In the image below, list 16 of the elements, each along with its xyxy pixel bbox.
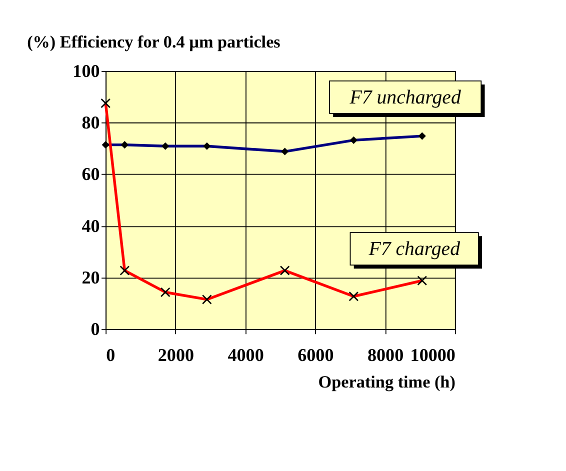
y-tick-label: 0	[90, 319, 100, 340]
chart-title: (%) Efficiency for 0.4 µm particles	[27, 32, 281, 52]
x-tick-label: 2000	[158, 345, 194, 366]
series-label: F7 charged	[368, 238, 460, 260]
x-tick-label: 8000	[368, 345, 404, 366]
x-tick-label: 4000	[228, 345, 264, 366]
y-tick-label: 20	[82, 267, 100, 288]
x-axis-title: Operating time (h)	[318, 372, 456, 392]
x-tick-label: 10000	[410, 345, 456, 366]
y-tick-label: 40	[82, 216, 100, 236]
y-tick-label: 80	[82, 112, 100, 132]
series-label: F7 uncharged	[348, 86, 461, 108]
y-tick-label: 60	[82, 164, 100, 184]
x-tick-label: 0	[106, 345, 116, 366]
y-tick-label: 100	[72, 60, 100, 81]
x-tick-label: 6000	[298, 345, 334, 366]
